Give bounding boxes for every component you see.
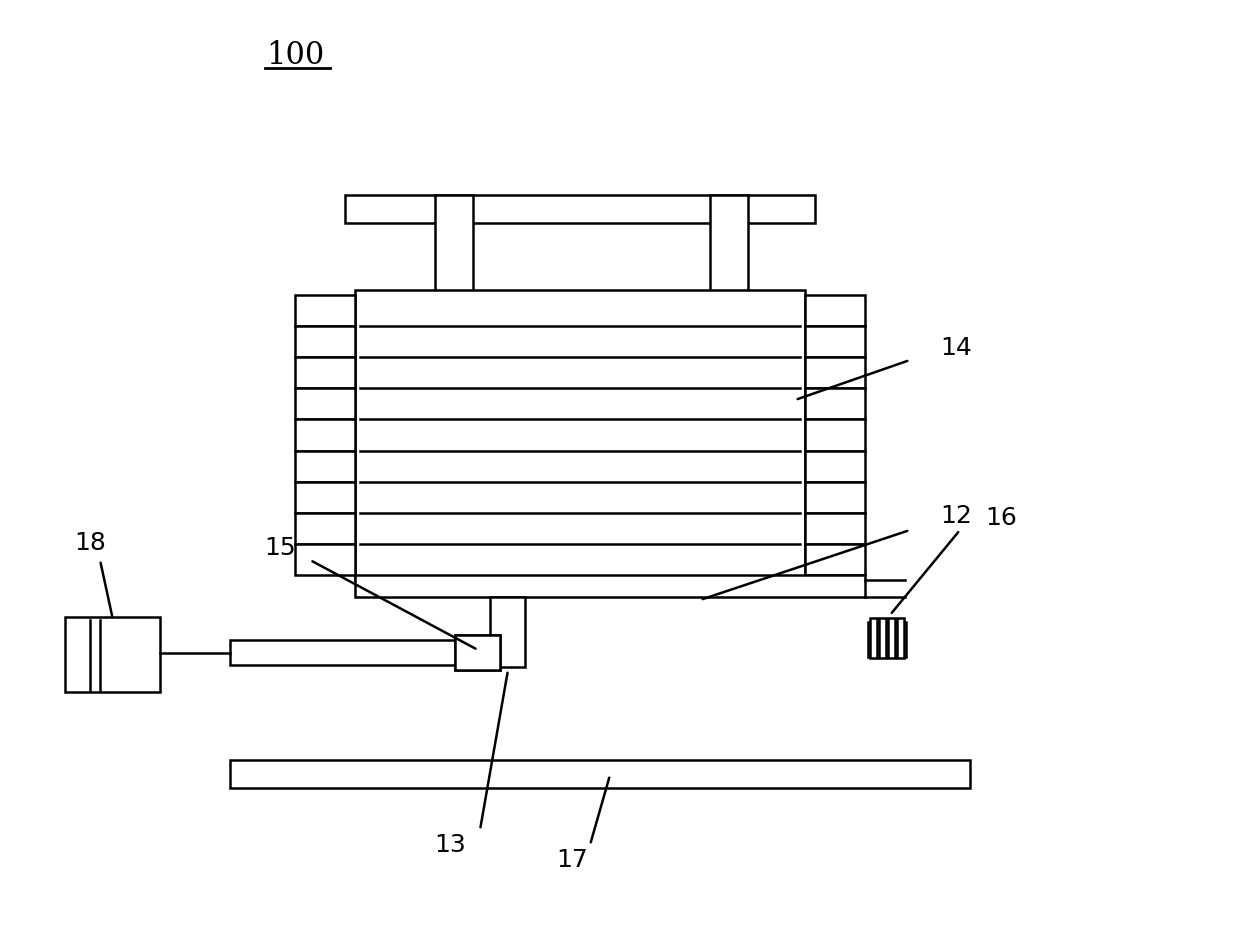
- Bar: [295, 451, 355, 482]
- Bar: [64, 617, 160, 692]
- Bar: [805, 544, 866, 575]
- Bar: [295, 388, 355, 419]
- Bar: [435, 195, 472, 580]
- Bar: [868, 622, 906, 657]
- Bar: [805, 451, 866, 482]
- Bar: [295, 544, 355, 575]
- Text: 12: 12: [940, 504, 972, 528]
- Bar: [295, 419, 355, 451]
- Bar: [229, 760, 970, 788]
- Bar: [879, 618, 887, 658]
- Bar: [897, 618, 904, 658]
- Bar: [295, 482, 355, 512]
- Text: 100: 100: [265, 40, 324, 70]
- Text: 13: 13: [434, 833, 466, 857]
- Bar: [805, 295, 866, 326]
- Bar: [355, 575, 866, 597]
- Bar: [455, 635, 500, 670]
- Bar: [355, 290, 805, 580]
- Text: 17: 17: [556, 848, 588, 872]
- Bar: [229, 640, 490, 665]
- Bar: [455, 635, 500, 670]
- Bar: [490, 597, 525, 667]
- Bar: [295, 326, 355, 357]
- Text: 16: 16: [985, 506, 1017, 530]
- Text: 15: 15: [264, 536, 296, 560]
- Bar: [805, 388, 866, 419]
- Bar: [805, 326, 866, 357]
- Text: 14: 14: [940, 336, 972, 360]
- Bar: [870, 618, 877, 658]
- Bar: [805, 419, 866, 451]
- Bar: [805, 512, 866, 544]
- Text: 18: 18: [74, 531, 105, 555]
- Bar: [295, 357, 355, 388]
- Bar: [295, 512, 355, 544]
- Bar: [888, 618, 895, 658]
- Bar: [711, 195, 748, 580]
- Bar: [295, 295, 355, 326]
- Bar: [345, 195, 815, 223]
- Bar: [805, 357, 866, 388]
- Bar: [805, 482, 866, 512]
